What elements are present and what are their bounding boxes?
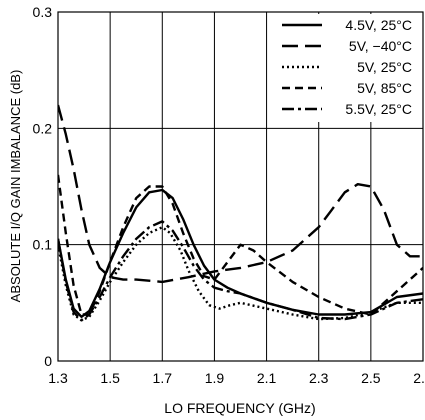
plot-frame bbox=[57, 11, 424, 362]
y-tick-label: 0.1 bbox=[33, 237, 53, 253]
y-axis-label: ABSOLUTE I/Q GAIN IMBALANCE (dB) bbox=[8, 70, 23, 303]
legend-label-1: 4.5V, 25°C bbox=[345, 17, 412, 33]
series-line-2 bbox=[58, 104, 423, 284]
x-tick-label: 1.9 bbox=[205, 370, 225, 386]
legend-background bbox=[276, 14, 416, 122]
x-tick-label: 2.5 bbox=[361, 370, 381, 386]
y-tick-labels: 0 0.1 0.2 0.3 bbox=[33, 4, 53, 369]
legend: 4.5V, 25°C 5V, −40°C 5V, 25°C 5V, 85°C 5.5V,… bbox=[276, 14, 416, 122]
y-tick-label: 0 bbox=[44, 353, 52, 369]
series-line-5 bbox=[58, 220, 423, 322]
x-tick-label: 1.7 bbox=[153, 370, 173, 386]
x-tick-label: 2.7 bbox=[413, 370, 425, 386]
series-layer bbox=[58, 104, 423, 322]
x-tick-label: 1.5 bbox=[100, 370, 120, 386]
x-tick-labels: 1.3 1.5 1.7 1.9 2.1 2.3 2.5 2.7 bbox=[48, 370, 425, 386]
legend-label-5: 5.5V, 25°C bbox=[345, 101, 412, 117]
series-line-1 bbox=[58, 188, 423, 318]
x-axis-label: LO FREQUENCY (GHz) bbox=[164, 400, 315, 416]
legend-label-4: 5V, 85°C bbox=[357, 80, 412, 96]
legend-label-3: 5V, 25°C bbox=[357, 59, 412, 75]
legend-label-2: 5V, −40°C bbox=[349, 38, 412, 54]
x-tick-label: 1.3 bbox=[48, 370, 68, 386]
series-line-4 bbox=[58, 174, 423, 316]
y-tick-label: 0.3 bbox=[33, 4, 53, 20]
y-tick-label: 0.2 bbox=[33, 120, 53, 136]
x-tick-label: 2.1 bbox=[257, 370, 277, 386]
x-tick-label: 2.3 bbox=[309, 370, 329, 386]
